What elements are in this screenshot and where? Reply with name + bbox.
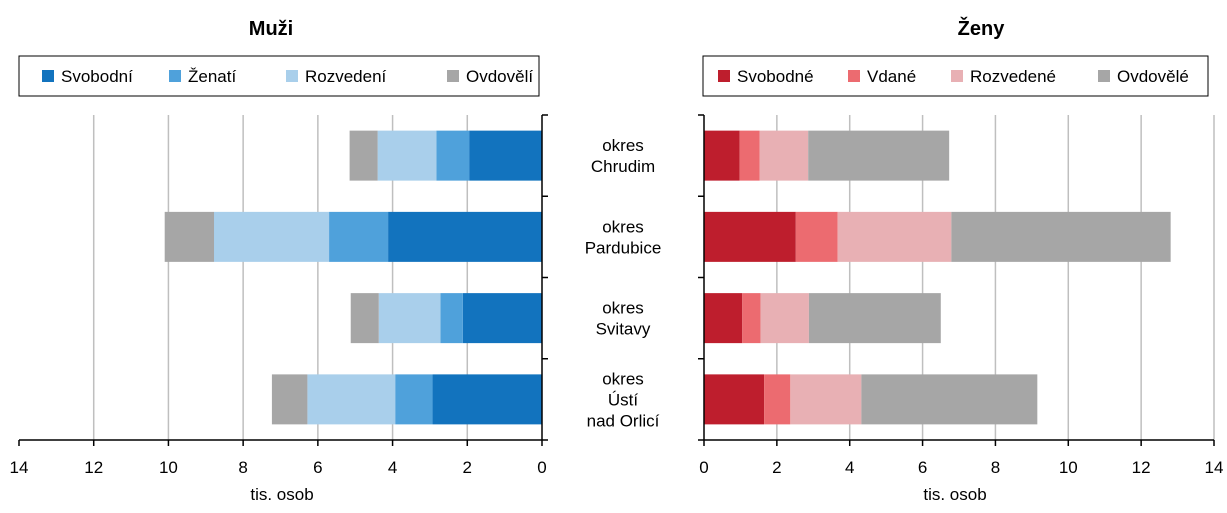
left-legend-label-2: Ženatí — [188, 67, 236, 86]
left-bar-3-3 — [378, 293, 441, 344]
category-label-3: okres Svitavy — [596, 299, 651, 339]
right-legend-swatch-2 — [848, 70, 860, 82]
right-x-tick-label: 14 — [1205, 458, 1224, 477]
right-bar-3-2 — [742, 293, 761, 344]
right-legend-label-2: Vdané — [867, 67, 916, 86]
right-x-axis-label: tis. osob — [923, 485, 986, 504]
left-bar-2-2 — [329, 211, 389, 262]
left-x-axis-label: tis. osob — [250, 485, 313, 504]
left-x-tick-label: 2 — [463, 458, 472, 477]
left-bar-1-2 — [436, 130, 470, 181]
right-x-tick-label: 4 — [845, 458, 854, 477]
right-bar-4-1 — [704, 374, 765, 425]
right-legend-swatch-4 — [1098, 70, 1110, 82]
right-x-tick-label: 8 — [991, 458, 1000, 477]
right-bar-3-1 — [704, 293, 743, 344]
left-chart-title: Muži — [249, 18, 293, 40]
left-bar-1-1 — [469, 130, 542, 181]
right-legend: Svobodné Vdané Rozvedené Ovdovělé — [718, 67, 1189, 86]
right-legend-label-1: Svobodné — [737, 67, 814, 86]
right-bar-3-4 — [808, 293, 941, 344]
left-bar-4-3 — [307, 374, 396, 425]
left-bar-4-1 — [432, 374, 542, 425]
category-label-4: okres Ústí nad Orlicí — [587, 369, 660, 430]
left-x-tick-label: 10 — [159, 458, 178, 477]
left-bar-3-1 — [462, 293, 542, 344]
right-x-tick-label: 12 — [1132, 458, 1151, 477]
left-plot-area: 14 12 10 8 6 4 2 0 — [10, 114, 548, 477]
left-bar-1-4 — [349, 130, 378, 181]
left-bar-2-4 — [164, 211, 215, 262]
right-bar-2-1 — [704, 211, 796, 262]
left-x-tick-label: 12 — [84, 458, 103, 477]
right-bar-4-4 — [861, 374, 1038, 425]
left-legend-label-4: Ovdovělí — [466, 67, 533, 86]
right-legend-swatch-1 — [718, 70, 730, 82]
left-bar-3-4 — [350, 293, 379, 344]
right-chart-title: Ženy — [958, 16, 1006, 40]
left-x-tick-label: 14 — [10, 458, 29, 477]
left-bar-2-3 — [214, 211, 330, 262]
right-x-tick-label: 2 — [772, 458, 781, 477]
right-bar-3-3 — [760, 293, 809, 344]
left-x-tick-label: 0 — [537, 458, 546, 477]
right-x-tick-label: 0 — [699, 458, 708, 477]
right-x-tick-label: 6 — [918, 458, 927, 477]
right-bar-1-1 — [704, 130, 740, 181]
right-bar-2-3 — [837, 211, 952, 262]
right-legend-label-3: Rozvedené — [970, 67, 1056, 86]
right-bar-1-3 — [759, 130, 809, 181]
category-label-1: okres Chrudim — [591, 136, 655, 176]
left-legend-swatch-4 — [447, 70, 459, 82]
right-legend-swatch-3 — [951, 70, 963, 82]
category-labels: okres Chrudim okres Pardubice okres Svitavy ok… — [585, 136, 662, 430]
left-x-tick-label: 8 — [238, 458, 247, 477]
right-bar-4-2 — [764, 374, 791, 425]
left-legend-swatch-1 — [42, 70, 54, 82]
right-bar-4-3 — [790, 374, 862, 425]
left-bar-1-3 — [377, 130, 437, 181]
left-bar-2-1 — [388, 211, 542, 262]
left-legend-swatch-2 — [169, 70, 181, 82]
left-legend-swatch-3 — [286, 70, 298, 82]
left-legend-label-1: Svobodní — [61, 67, 133, 86]
left-bar-4-2 — [395, 374, 433, 425]
right-x-tick-label: 10 — [1059, 458, 1078, 477]
right-bar-2-2 — [795, 211, 838, 262]
left-x-tick-label: 6 — [313, 458, 322, 477]
left-bar-3-2 — [440, 293, 463, 344]
left-legend: Svobodní Ženatí Rozvedení Ovdovělí — [42, 67, 533, 86]
left-bar-4-4 — [271, 374, 308, 425]
right-plot-area: 0 2 4 6 8 10 12 14 — [698, 114, 1224, 477]
category-label-2: okres Pardubice — [585, 217, 662, 257]
right-bar-1-2 — [739, 130, 760, 181]
left-legend-label-3: Rozvedení — [305, 67, 387, 86]
right-bar-2-4 — [951, 211, 1171, 262]
right-legend-label-4: Ovdovělé — [1117, 67, 1189, 86]
left-x-tick-label: 4 — [388, 458, 397, 477]
right-bar-1-4 — [808, 130, 950, 181]
